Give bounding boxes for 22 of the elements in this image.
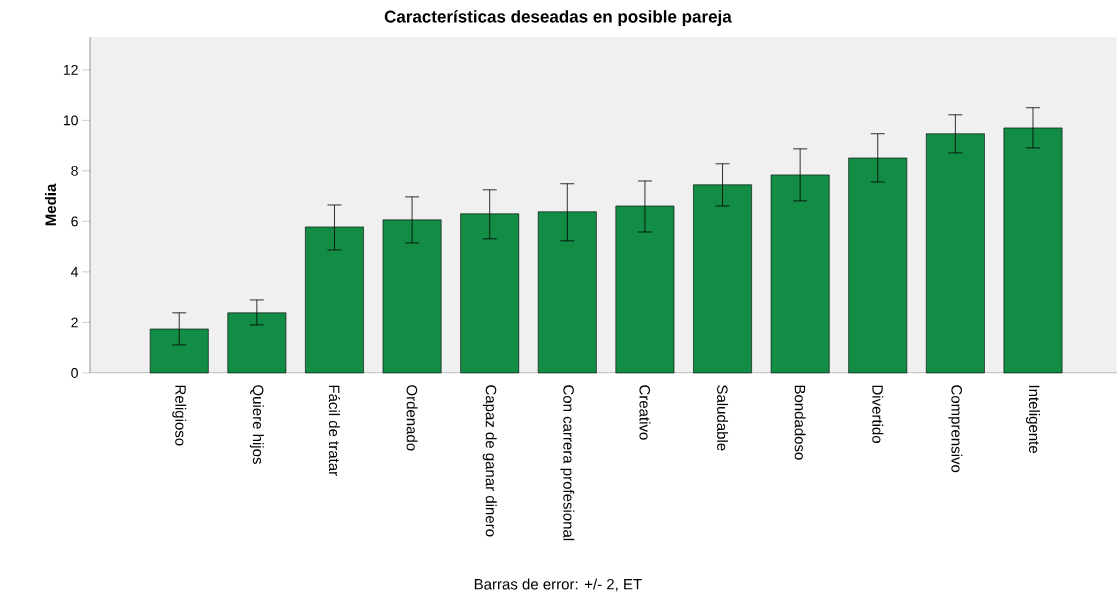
y-tick-label: 10 (63, 115, 78, 126)
x-tick-label: Saludable (717, 385, 729, 451)
y-tick-label: 2 (71, 317, 78, 328)
y-axis-title: Media (45, 183, 57, 226)
y-tick-label: 4 (70, 267, 79, 277)
x-tick-label: Religioso (172, 385, 187, 446)
x-tick-label: Con carrera profesional (560, 385, 575, 541)
x-tick-label: Fácil de tratar (328, 385, 341, 476)
x-tick-label: Ordenado (406, 385, 418, 451)
x-tick-label: Quiere hijos (249, 385, 264, 464)
chart-title: Características deseadas en posible pareja (384, 10, 732, 27)
x-tick-label: Capaz de ganar dinero (482, 385, 497, 537)
x-tick-label: Comprensivo (948, 385, 963, 473)
y-tick-label: 8 (71, 165, 78, 176)
y-tick-label: 0 (71, 368, 78, 378)
text: Barras de error: +/- 2, ET (474, 578, 642, 592)
x-tick-label: Divertido (872, 385, 884, 444)
x-tick-label: Creativo (639, 385, 651, 440)
x-tick-label: Bondadoso (794, 385, 806, 460)
y-tick-label: 12 (63, 64, 78, 75)
x-tick-label: Inteligente (1026, 385, 1040, 454)
y-tick-label: 6 (71, 216, 78, 227)
